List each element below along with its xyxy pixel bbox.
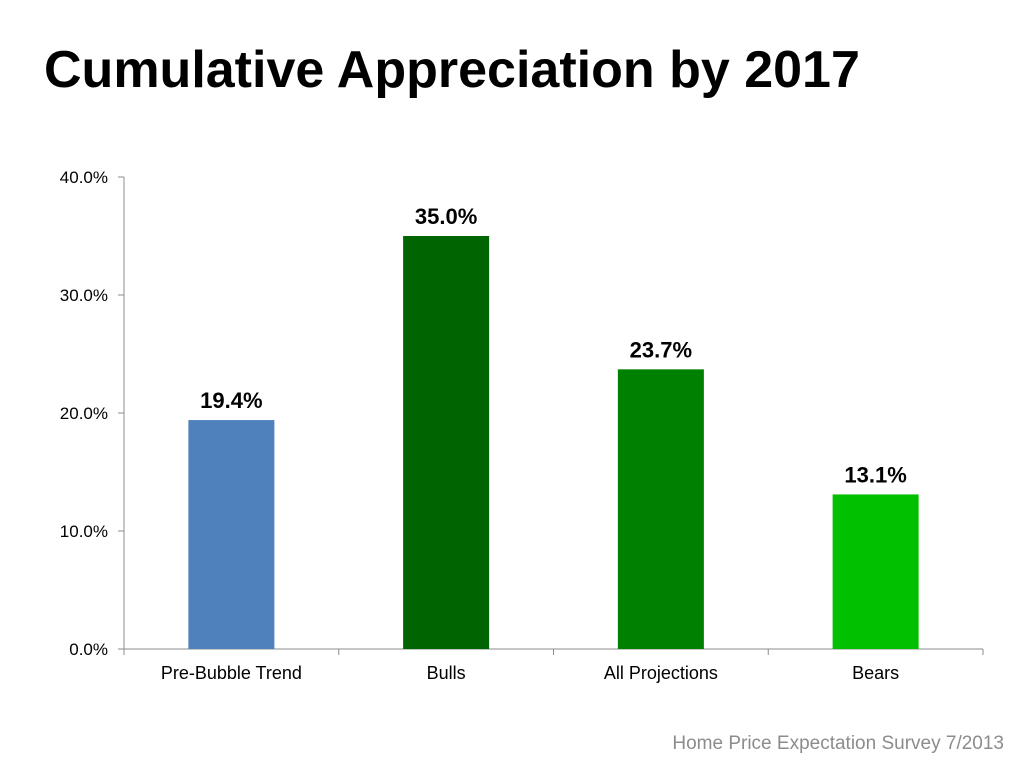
y-tick-label: 20.0% bbox=[60, 404, 108, 423]
data-label: 13.1% bbox=[844, 462, 906, 487]
y-tick-label: 0.0% bbox=[69, 640, 108, 659]
y-tick-label: 30.0% bbox=[60, 286, 108, 305]
bar-pre-bubble-trend bbox=[188, 420, 275, 649]
data-label: 19.4% bbox=[200, 388, 262, 413]
y-tick-label: 10.0% bbox=[60, 522, 108, 541]
y-tick-label: 40.0% bbox=[60, 168, 108, 187]
chart-bars bbox=[188, 236, 919, 649]
category-label: Bulls bbox=[427, 663, 466, 683]
source-note: Home Price Expectation Survey 7/2013 bbox=[672, 733, 1004, 754]
chart-labels: 19.4% Pre-Bubble Trend 35.0% Bulls 23.7% All … bbox=[161, 204, 907, 683]
category-label: All Projections bbox=[604, 663, 718, 683]
category-label: Pre-Bubble Trend bbox=[161, 663, 302, 683]
data-label: 23.7% bbox=[630, 337, 692, 362]
data-label: 35.0% bbox=[415, 204, 477, 229]
bar-bears bbox=[832, 494, 919, 649]
bar-all-projections bbox=[617, 369, 704, 649]
slide-title: Cumulative Appreciation by 2017 bbox=[44, 41, 860, 99]
bar-bulls bbox=[403, 236, 490, 649]
category-label: Bears bbox=[852, 663, 899, 683]
